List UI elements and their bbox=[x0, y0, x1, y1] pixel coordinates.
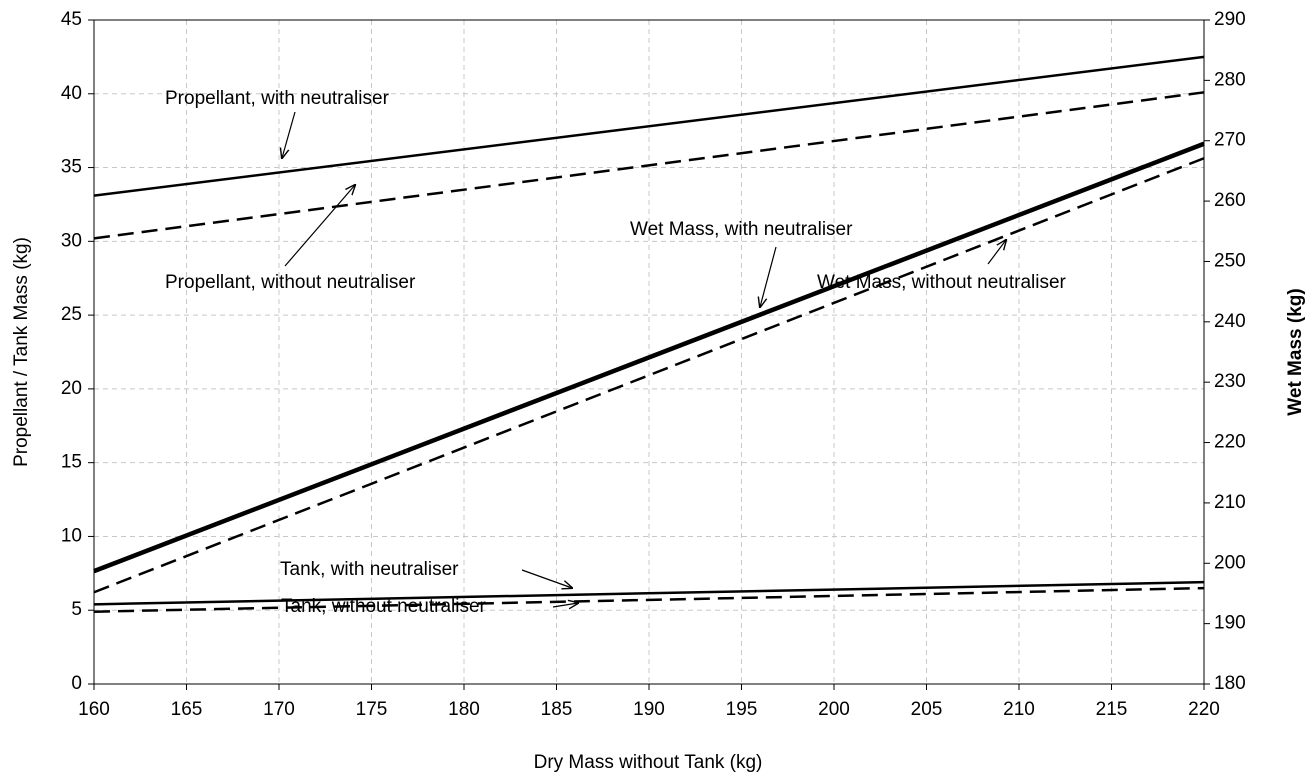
y2-tick-label: 290 bbox=[1214, 9, 1246, 30]
y-tick-label: 10 bbox=[61, 525, 82, 546]
series-line bbox=[93, 157, 1205, 594]
y2-tick-label: 230 bbox=[1214, 371, 1246, 392]
annotation: Wet Mass, with neutraliser bbox=[630, 219, 853, 240]
y2-tick-label: 200 bbox=[1214, 552, 1246, 573]
y2-tick-label: 220 bbox=[1214, 432, 1246, 453]
x-tick-label: 180 bbox=[448, 699, 480, 720]
annotation-arrow bbox=[282, 111, 296, 158]
annotation-arrow bbox=[284, 185, 355, 267]
annotation: Tank, without neutraliser bbox=[281, 596, 487, 617]
x-tick-label: 160 bbox=[78, 699, 110, 720]
y-tick-label: 25 bbox=[61, 304, 82, 325]
y2-tick-label: 190 bbox=[1214, 613, 1246, 634]
series-line bbox=[93, 91, 1205, 240]
series-line bbox=[93, 586, 1205, 613]
y2-tick-label: 270 bbox=[1214, 130, 1246, 151]
y2-tick-label: 180 bbox=[1214, 673, 1246, 694]
y-tick-label: 20 bbox=[61, 378, 82, 399]
y2-tick-label: 250 bbox=[1214, 250, 1246, 271]
x-axis-label: Dry Mass without Tank (kg) bbox=[534, 752, 763, 773]
annotation-arrow bbox=[987, 240, 1006, 265]
y2-axis-label: Wet Mass (kg) bbox=[1285, 288, 1306, 415]
annotation: Propellant, without neutraliser bbox=[165, 272, 416, 293]
series-line bbox=[93, 55, 1205, 197]
annotation: Propellant, with neutraliser bbox=[165, 88, 390, 109]
x-tick-label: 205 bbox=[911, 699, 943, 720]
y-tick-label: 0 bbox=[71, 673, 82, 694]
x-tick-label: 185 bbox=[541, 699, 573, 720]
y2-tick-label: 280 bbox=[1214, 69, 1246, 90]
x-tick-label: 170 bbox=[263, 699, 295, 720]
y2-tick-label: 240 bbox=[1214, 311, 1246, 332]
x-tick-label: 200 bbox=[818, 699, 850, 720]
y-tick-label: 40 bbox=[61, 83, 82, 104]
y-tick-label: 5 bbox=[71, 599, 82, 620]
x-tick-label: 215 bbox=[1096, 699, 1128, 720]
x-tick-label: 190 bbox=[633, 699, 665, 720]
y2-tick-label: 260 bbox=[1214, 190, 1246, 211]
plot-border bbox=[93, 19, 1205, 685]
y-tick-label: 30 bbox=[61, 230, 82, 251]
y-tick-label: 35 bbox=[61, 157, 82, 178]
x-tick-label: 175 bbox=[356, 699, 388, 720]
x-tick-label: 210 bbox=[1003, 699, 1035, 720]
annotation: Wet Mass, without neutraliser bbox=[817, 272, 1067, 293]
y-tick-label: 15 bbox=[61, 452, 82, 473]
y-tick-label: 45 bbox=[61, 9, 82, 30]
x-tick-label: 165 bbox=[171, 699, 203, 720]
y2-tick-label: 210 bbox=[1214, 492, 1246, 513]
annotation-arrow bbox=[552, 603, 578, 607]
y-axis-label: Propellant / Tank Mass (kg) bbox=[11, 237, 32, 467]
series-line bbox=[93, 580, 1205, 606]
x-tick-label: 195 bbox=[726, 699, 758, 720]
annotation-arrow bbox=[760, 246, 777, 307]
series-line bbox=[93, 141, 1205, 574]
x-tick-label: 220 bbox=[1188, 699, 1220, 720]
annotation: Tank, with neutraliser bbox=[280, 559, 459, 580]
annotation-arrow bbox=[521, 569, 572, 588]
